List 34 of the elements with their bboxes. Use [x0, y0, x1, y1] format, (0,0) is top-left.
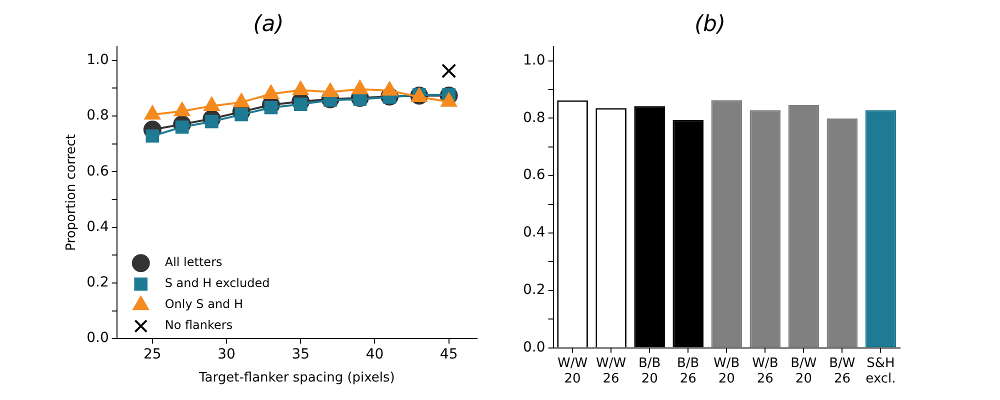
x-tick-label: B/B 26 — [676, 356, 700, 387]
x-tick-label: 30 — [218, 346, 236, 363]
x-tick-label: B/W 20 — [790, 356, 817, 387]
y-tick-label: 1.0 — [523, 52, 546, 68]
y-tick-label: 0.0 — [86, 330, 109, 346]
x-tick-label: W/B 26 — [752, 356, 778, 387]
y-tick-label: 1.0 — [86, 52, 109, 68]
chart-title: (a) — [253, 12, 284, 37]
y-axis-title: Proportion correct — [64, 134, 80, 251]
x-tick-label: W/B 20 — [714, 356, 740, 387]
x-tick-label: 35 — [292, 346, 310, 363]
legend-label: All letters — [164, 255, 222, 270]
x-tick-label: 25 — [144, 346, 162, 363]
legend-label: Only S and H — [164, 297, 244, 312]
chart-title: (b) — [694, 12, 726, 37]
x-tick-label: B/W 26 — [829, 356, 856, 387]
y-tick-label: 0.4 — [523, 224, 546, 241]
x-tick-label: S&H excl. — [866, 356, 896, 387]
y-tick-label: 0.8 — [86, 108, 109, 124]
x-tick-label: W/W 20 — [557, 356, 588, 387]
x-axis-title: Target-flanker spacing (pixels) — [198, 370, 395, 386]
x-tick-label: 40 — [366, 346, 384, 363]
x-tick-label: 45 — [440, 346, 458, 363]
legend-label: S and H excluded — [164, 276, 270, 290]
y-tick-label: 0.0 — [523, 339, 546, 356]
x-tick-label: W/W 26 — [596, 356, 626, 387]
y-tick-label: 0.2 — [86, 274, 109, 291]
y-tick-label: 0.6 — [86, 163, 109, 180]
y-tick-label: 0.2 — [523, 282, 546, 298]
y-tick-label: 0.4 — [86, 218, 109, 235]
x-tick-label: B/B 20 — [638, 356, 661, 387]
y-tick-label: 0.6 — [523, 167, 546, 184]
legend-label: No flankers — [164, 318, 233, 332]
y-tick-label: 0.8 — [523, 110, 546, 126]
